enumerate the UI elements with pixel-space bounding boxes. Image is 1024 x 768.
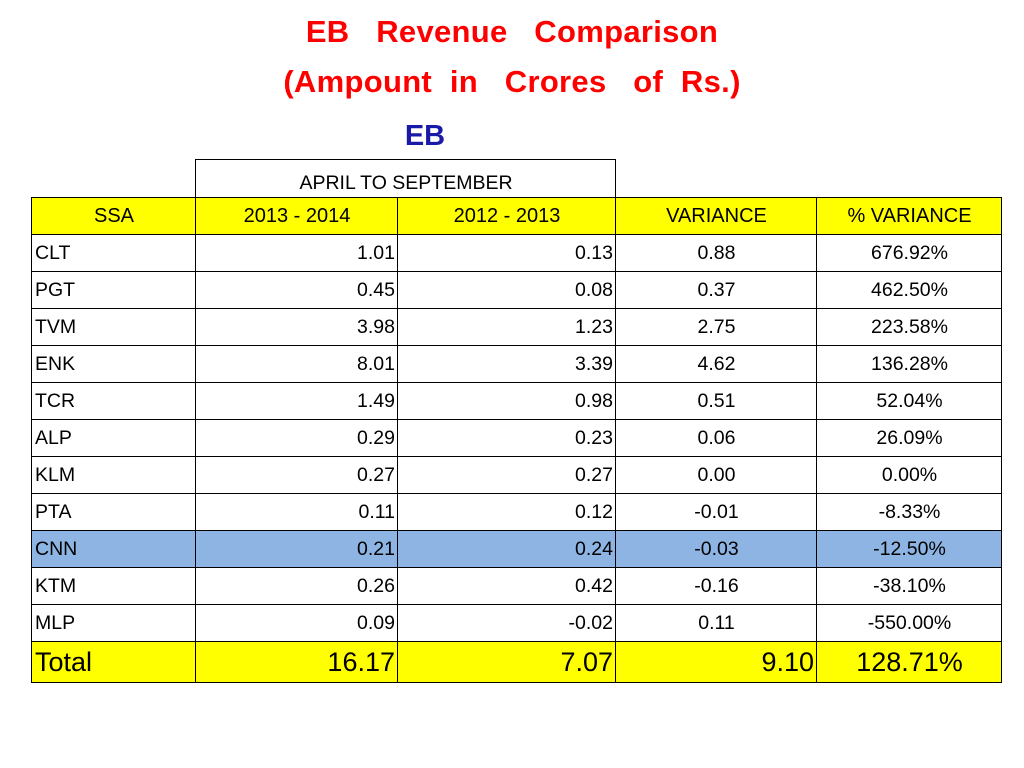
table-row: KLM 0.27 0.27 0.00 0.00% <box>31 456 1002 494</box>
ssa-cell: CLT <box>31 234 196 272</box>
value-2013-2014-cell: 16.17 <box>195 641 398 683</box>
value-2012-2013-cell: 0.08 <box>397 271 616 309</box>
variance-cell: -0.03 <box>615 530 817 568</box>
ssa-cell: TVM <box>31 308 196 346</box>
column-header-pct-variance: % VARIANCE <box>816 197 1002 235</box>
value-2013-2014-cell: 0.09 <box>195 604 398 642</box>
pct-variance-cell: 136.28% <box>816 345 1002 383</box>
value-2012-2013-cell: 1.23 <box>397 308 616 346</box>
period-header: APRIL TO SEPTEMBER <box>195 159 616 198</box>
value-2013-2014-cell: 0.26 <box>195 567 398 605</box>
table-row: ENK 8.01 3.39 4.62 136.28% <box>31 345 1002 383</box>
table-row: KTM 0.26 0.42 -0.16 -38.10% <box>31 567 1002 605</box>
column-header-2012-2013: 2012 - 2013 <box>397 197 616 235</box>
column-header-ssa: SSA <box>31 197 196 235</box>
variance-cell: 0.37 <box>615 271 817 309</box>
variance-cell: 9.10 <box>615 641 817 683</box>
pct-variance-cell: -38.10% <box>816 567 1002 605</box>
variance-cell: 4.62 <box>615 345 817 383</box>
ssa-cell: PTA <box>31 493 196 531</box>
variance-cell: -0.01 <box>615 493 817 531</box>
value-2012-2013-cell: 0.27 <box>397 456 616 494</box>
pct-variance-cell: 223.58% <box>816 308 1002 346</box>
pct-variance-cell: -550.00% <box>816 604 1002 642</box>
value-2012-2013-cell: 0.23 <box>397 419 616 457</box>
table-row: ALP 0.29 0.23 0.06 26.09% <box>31 419 1002 457</box>
variance-cell: 2.75 <box>615 308 817 346</box>
table-row: TVM 3.98 1.23 2.75 223.58% <box>31 308 1002 346</box>
variance-cell: 0.88 <box>615 234 817 272</box>
variance-cell: 0.11 <box>615 604 817 642</box>
ssa-cell: MLP <box>31 604 196 642</box>
value-2013-2014-cell: 0.11 <box>195 493 398 531</box>
pct-variance-cell: 26.09% <box>816 419 1002 457</box>
ssa-cell: KTM <box>31 567 196 605</box>
value-2013-2014-cell: 1.49 <box>195 382 398 420</box>
value-2013-2014-cell: 0.27 <box>195 456 398 494</box>
pct-variance-cell: 52.04% <box>816 382 1002 420</box>
variance-cell: 0.51 <box>615 382 817 420</box>
total-row: Total 16.17 7.07 9.10 128.71% <box>31 641 1002 683</box>
variance-cell: 0.00 <box>615 456 817 494</box>
value-2012-2013-cell: 0.98 <box>397 382 616 420</box>
ssa-cell: ALP <box>31 419 196 457</box>
value-2013-2014-cell: 8.01 <box>195 345 398 383</box>
ssa-cell: CNN <box>31 530 196 568</box>
blank-cell <box>616 160 1002 198</box>
column-header-row: SSA 2013 - 2014 2012 - 2013 VARIANCE % V… <box>31 197 1002 235</box>
revenue-table-body: APRIL TO SEPTEMBER SSA 2013 - 2014 2012 … <box>31 159 1002 683</box>
variance-cell: -0.16 <box>615 567 817 605</box>
value-2012-2013-cell: 7.07 <box>397 641 616 683</box>
ssa-cell: ENK <box>31 345 196 383</box>
value-2012-2013-cell: 0.12 <box>397 493 616 531</box>
ssa-cell: PGT <box>31 271 196 309</box>
value-2012-2013-cell: -0.02 <box>397 604 616 642</box>
table-row: PGT 0.45 0.08 0.37 462.50% <box>31 271 1002 309</box>
pct-variance-cell: 128.71% <box>816 641 1002 683</box>
value-2013-2014-cell: 3.98 <box>195 308 398 346</box>
value-2012-2013-cell: 0.13 <box>397 234 616 272</box>
pct-variance-cell: 462.50% <box>816 271 1002 309</box>
table-row: TCR 1.49 0.98 0.51 52.04% <box>31 382 1002 420</box>
ssa-cell: Total <box>31 641 196 683</box>
ssa-cell: KLM <box>31 456 196 494</box>
revenue-table: APRIL TO SEPTEMBER SSA 2013 - 2014 2012 … <box>31 159 1002 683</box>
pct-variance-cell: 676.92% <box>816 234 1002 272</box>
table-row: CNN 0.21 0.24 -0.03 -12.50% <box>31 530 1002 568</box>
value-2013-2014-cell: 1.01 <box>195 234 398 272</box>
table-row: CLT 1.01 0.13 0.88 676.92% <box>31 234 1002 272</box>
column-header-variance: VARIANCE <box>615 197 817 235</box>
pct-variance-cell: 0.00% <box>816 456 1002 494</box>
table-row: MLP 0.09 -0.02 0.11 -550.00% <box>31 604 1002 642</box>
pct-variance-cell: -12.50% <box>816 530 1002 568</box>
value-2012-2013-cell: 3.39 <box>397 345 616 383</box>
value-2012-2013-cell: 0.24 <box>397 530 616 568</box>
value-2013-2014-cell: 0.29 <box>195 419 398 457</box>
value-2012-2013-cell: 0.42 <box>397 567 616 605</box>
page-subtitle-units: (Ampount in Crores of Rs.) <box>283 64 741 99</box>
value-2013-2014-cell: 0.21 <box>195 530 398 568</box>
page-title: EB Revenue Comparison <box>305 14 719 49</box>
pct-variance-cell: -8.33% <box>816 493 1002 531</box>
blank-cell <box>32 160 196 198</box>
ssa-cell: TCR <box>31 382 196 420</box>
period-header-row: APRIL TO SEPTEMBER <box>32 159 1002 198</box>
section-label: EB <box>404 120 446 152</box>
table-row: PTA 0.11 0.12 -0.01 -8.33% <box>31 493 1002 531</box>
value-2013-2014-cell: 0.45 <box>195 271 398 309</box>
variance-cell: 0.06 <box>615 419 817 457</box>
column-header-2013-2014: 2013 - 2014 <box>195 197 398 235</box>
